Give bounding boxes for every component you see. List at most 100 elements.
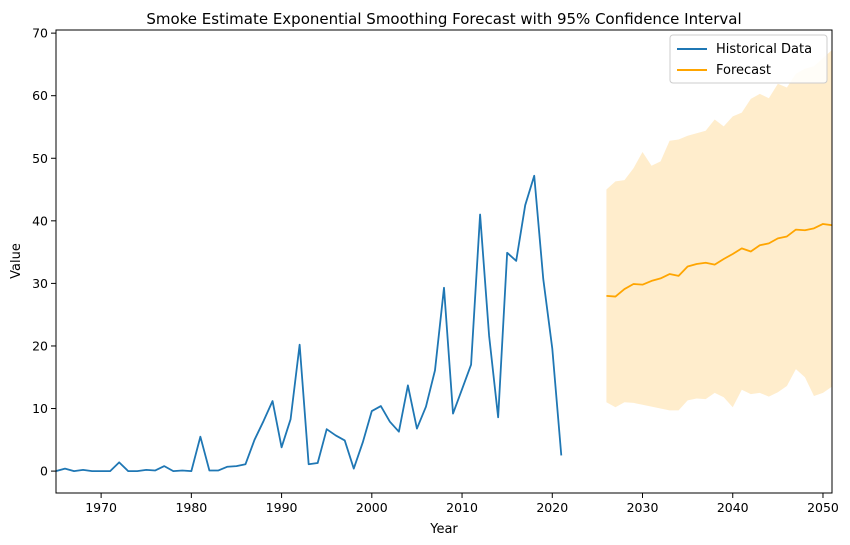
forecast-point bbox=[668, 272, 672, 276]
forecast-point bbox=[794, 228, 798, 232]
y-tick-label: 10 bbox=[32, 401, 48, 416]
y-tick-label: 70 bbox=[32, 26, 48, 41]
historical-point bbox=[289, 417, 293, 421]
historical-point bbox=[189, 469, 193, 473]
historical-point bbox=[207, 468, 211, 472]
historical-point bbox=[442, 286, 446, 290]
legend: Historical Data Forecast bbox=[669, 34, 828, 84]
historical-point bbox=[216, 468, 220, 472]
historical-point bbox=[541, 277, 545, 281]
plot-frame bbox=[55, 29, 833, 494]
historical-point bbox=[523, 203, 527, 207]
x-tick-label: 2030 bbox=[627, 500, 659, 515]
historical-point bbox=[316, 461, 320, 465]
forecast-point bbox=[785, 234, 789, 238]
historical-line bbox=[56, 174, 563, 472]
historical-point bbox=[198, 435, 202, 439]
x-tick-label: 1990 bbox=[266, 500, 298, 515]
legend-label-forecast: Forecast bbox=[716, 63, 771, 78]
y-axis: 0 10 20 30 40 50 60 70 bbox=[32, 26, 56, 479]
historical-point bbox=[162, 464, 166, 468]
historical-point bbox=[117, 460, 121, 464]
historical-point bbox=[180, 468, 184, 472]
x-axis-title: Year bbox=[429, 522, 458, 537]
forecast-point bbox=[776, 236, 780, 240]
historical-point bbox=[460, 387, 464, 391]
y-tick-label: 60 bbox=[32, 88, 48, 103]
historical-point bbox=[298, 343, 302, 347]
y-tick-label: 50 bbox=[32, 151, 48, 166]
historical-point bbox=[99, 469, 103, 473]
x-tick-label: 1980 bbox=[175, 500, 207, 515]
forecast-point bbox=[749, 249, 753, 253]
forecast-point bbox=[641, 283, 645, 287]
y-tick-label: 40 bbox=[32, 213, 48, 228]
historical-point bbox=[532, 174, 536, 178]
forecast-point bbox=[812, 226, 816, 230]
forecast-point bbox=[631, 282, 635, 286]
historical-point bbox=[406, 383, 410, 387]
historical-point bbox=[505, 251, 509, 255]
historical-point bbox=[225, 465, 229, 469]
historical-point bbox=[72, 469, 76, 473]
historical-point bbox=[559, 453, 563, 457]
historical-point bbox=[370, 409, 374, 413]
y-tick-label: 0 bbox=[40, 464, 48, 479]
forecast-point bbox=[622, 287, 626, 291]
historical-point bbox=[388, 420, 392, 424]
x-tick-label: 2040 bbox=[717, 500, 749, 515]
historical-point bbox=[397, 430, 401, 434]
historical-point bbox=[379, 404, 383, 408]
historical-point bbox=[478, 213, 482, 217]
x-tick-label: 2020 bbox=[536, 500, 568, 515]
confidence-band bbox=[606, 50, 832, 411]
forecast-point bbox=[677, 274, 681, 278]
historical-point bbox=[307, 462, 311, 466]
historical-point bbox=[135, 469, 139, 473]
forecast-point bbox=[803, 228, 807, 232]
forecast-point bbox=[713, 263, 717, 267]
historical-point bbox=[63, 467, 67, 471]
forecast-point bbox=[767, 241, 771, 245]
legend-label-historical: Historical Data bbox=[716, 42, 812, 57]
historical-point bbox=[171, 469, 175, 473]
forecast-point bbox=[758, 243, 762, 247]
historical-point bbox=[234, 464, 238, 468]
historical-point bbox=[253, 438, 257, 442]
forecast-point bbox=[821, 222, 825, 226]
historical-point bbox=[153, 468, 157, 472]
historical-point bbox=[433, 368, 437, 372]
forecast-point bbox=[704, 261, 708, 265]
x-tick-label: 2050 bbox=[807, 500, 839, 515]
historical-point bbox=[451, 412, 455, 416]
forecast-line bbox=[606, 223, 832, 298]
forecast-point bbox=[650, 279, 654, 283]
y-tick-label: 20 bbox=[32, 338, 48, 353]
historical-point bbox=[271, 399, 275, 403]
historical-point bbox=[424, 405, 428, 409]
historical-point bbox=[550, 346, 554, 350]
historical-point bbox=[262, 419, 266, 423]
x-tick-label: 1970 bbox=[85, 500, 117, 515]
forecast-point bbox=[613, 295, 617, 299]
historical-point bbox=[343, 438, 347, 442]
historical-point bbox=[469, 363, 473, 367]
y-axis-title: Value bbox=[9, 243, 24, 279]
forecast-point bbox=[740, 246, 744, 250]
x-tick-label: 2000 bbox=[356, 500, 388, 515]
historical-point bbox=[496, 415, 500, 419]
legend-box bbox=[669, 34, 828, 84]
historical-point bbox=[243, 462, 247, 466]
forecast-point bbox=[722, 257, 726, 261]
forecast-point bbox=[731, 252, 735, 256]
x-tick-label: 2010 bbox=[446, 500, 478, 515]
chart-title: Smoke Estimate Exponential Smoothing For… bbox=[146, 10, 741, 28]
historical-point bbox=[352, 467, 356, 471]
historical-point bbox=[81, 468, 85, 472]
forecast-point bbox=[604, 294, 608, 298]
forecast-point bbox=[659, 276, 663, 280]
historical-point bbox=[487, 334, 491, 338]
historical-point bbox=[126, 469, 130, 473]
y-tick-label: 30 bbox=[32, 276, 48, 291]
